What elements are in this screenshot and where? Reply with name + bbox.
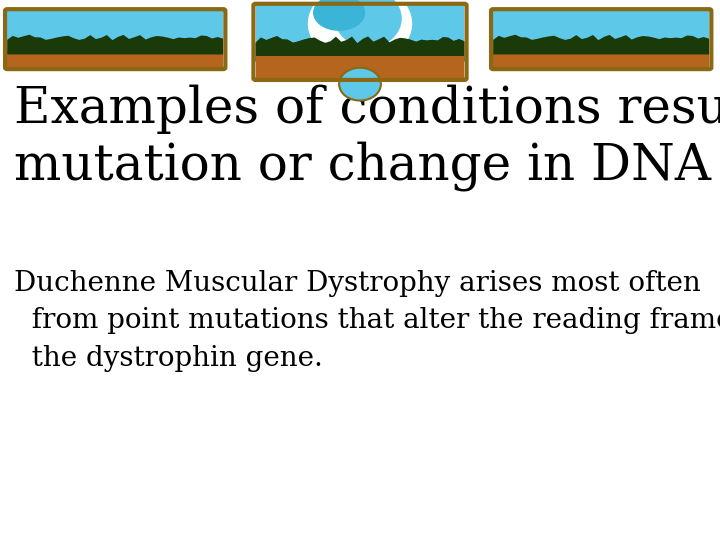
Bar [7,11,223,68]
Text: Duchenne Muscular Dystrophy arises most often
  from point mutations that alter : Duchenne Muscular Dystrophy arises most … [14,270,720,372]
Bar [493,11,709,68]
Bar [493,51,709,68]
Ellipse shape [313,0,365,31]
Ellipse shape [339,68,381,100]
Text: Examples of conditions resulting from
mutation or change in DNA sequence: Examples of conditions resulting from mu… [14,84,720,191]
Polygon shape [493,35,709,55]
Bar [256,56,464,78]
Bar [256,5,464,78]
Bar [7,51,223,68]
Polygon shape [7,35,223,55]
Ellipse shape [335,0,402,48]
Bar [256,56,464,78]
Polygon shape [256,36,464,62]
Polygon shape [256,36,464,62]
Ellipse shape [307,0,412,64]
